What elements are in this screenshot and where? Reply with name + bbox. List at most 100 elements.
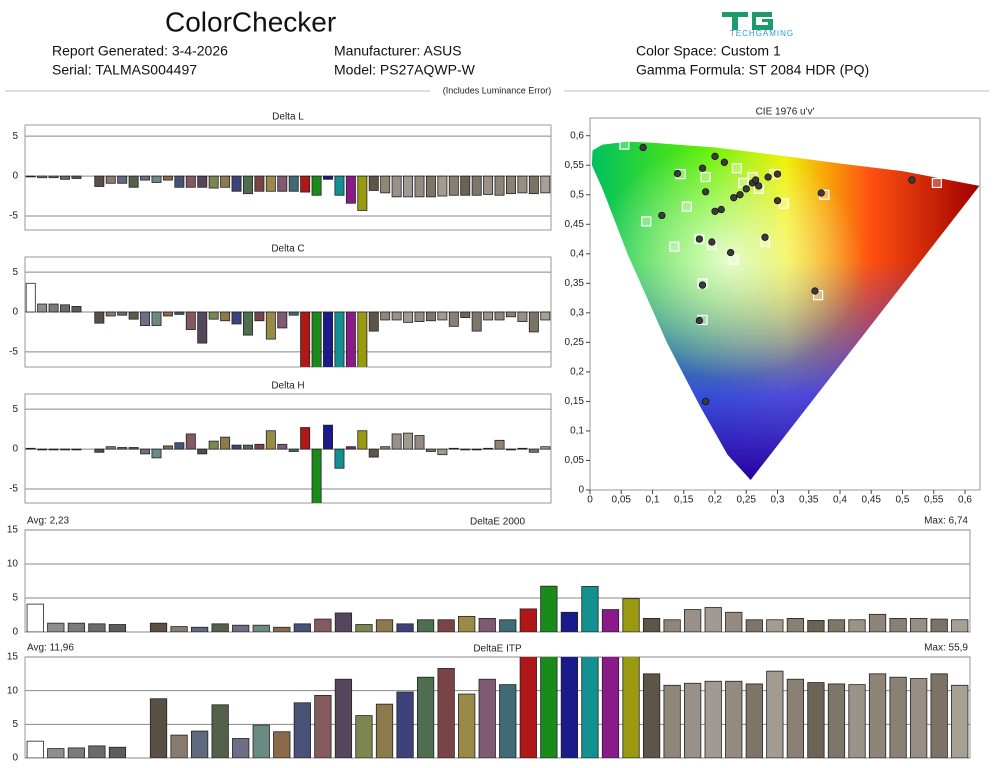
bar <box>185 433 196 450</box>
bar <box>252 724 270 758</box>
chart-title: Delta L <box>272 112 304 123</box>
bar <box>117 175 128 184</box>
x-tick-label: 0,5 <box>896 495 910 506</box>
bar <box>108 746 127 758</box>
bar <box>951 684 969 758</box>
bar <box>540 446 551 450</box>
logo: TECHGAMING <box>722 12 793 38</box>
bar <box>448 447 459 450</box>
bar <box>391 433 402 450</box>
bar <box>581 657 599 758</box>
bar <box>437 448 448 456</box>
bar <box>149 622 168 632</box>
bar <box>151 175 162 183</box>
bar <box>170 626 188 632</box>
annotation: Max: 6,74 <box>924 516 968 527</box>
bar <box>149 698 168 758</box>
measured-point <box>752 176 760 184</box>
bar <box>622 657 640 758</box>
bar <box>47 748 65 758</box>
gamut-white <box>591 141 980 480</box>
bar <box>494 439 505 450</box>
bar <box>519 657 537 758</box>
measured-point <box>773 197 782 205</box>
bar <box>437 175 448 197</box>
annotation: Max: 55,9 <box>924 643 968 654</box>
y-tick-label: 5 <box>12 719 18 730</box>
x-tick-label: 0,4 <box>833 495 847 506</box>
bar <box>231 444 242 450</box>
y-tick-label: 0 <box>12 444 18 455</box>
bar <box>94 175 105 187</box>
bar <box>288 448 299 452</box>
bar <box>458 693 476 758</box>
y-tick-label: 5 <box>12 267 18 278</box>
bar <box>254 311 265 322</box>
bar <box>930 618 948 632</box>
bar <box>151 448 162 459</box>
bar <box>460 448 471 451</box>
target-point <box>669 241 680 252</box>
bar <box>375 619 394 632</box>
bar <box>642 673 661 758</box>
bar <box>910 618 928 632</box>
bar <box>288 175 299 192</box>
bar <box>220 436 231 450</box>
bar <box>47 622 65 632</box>
bar <box>105 311 116 317</box>
bar <box>105 175 116 184</box>
annotation: Avg: 2,23 <box>27 516 70 527</box>
annotation: Avg: 11,96 <box>27 643 74 654</box>
bar <box>277 175 288 192</box>
y-tick-label: 0,1 <box>570 426 584 437</box>
bar <box>704 607 722 632</box>
bar <box>37 175 48 179</box>
measured-point <box>761 233 769 241</box>
bar <box>519 608 537 632</box>
bar <box>471 175 482 196</box>
report-title: ColorChecker <box>165 6 336 37</box>
bar <box>930 673 948 758</box>
bar <box>528 311 539 333</box>
bar <box>380 311 391 321</box>
bar <box>220 311 231 322</box>
bar <box>140 175 151 181</box>
bar <box>117 447 128 450</box>
x-tick-label: 0,1 <box>646 495 660 506</box>
bar <box>483 175 494 195</box>
x-tick-label: 0,6 <box>958 495 972 506</box>
bar <box>277 443 288 450</box>
note-bg <box>430 84 564 98</box>
y-tick-label: 0,15 <box>565 396 585 407</box>
bar <box>174 175 185 188</box>
bar <box>506 448 516 451</box>
y-tick-label: 0 <box>12 627 18 638</box>
bar <box>26 603 44 632</box>
bar <box>232 624 250 632</box>
y-tick-label: 5 <box>12 404 18 415</box>
bar <box>425 175 436 198</box>
bar <box>403 432 414 450</box>
measured-point <box>695 235 703 243</box>
bar <box>197 311 208 344</box>
bar <box>684 682 702 758</box>
bar <box>162 311 173 317</box>
plot-frame <box>24 529 971 633</box>
y-tick-label: 5 <box>12 131 18 142</box>
bar <box>868 673 887 758</box>
bar <box>140 311 151 326</box>
y-tick-label: 0,45 <box>565 219 585 230</box>
bar <box>368 175 379 191</box>
bar <box>528 175 539 195</box>
bar <box>396 623 414 632</box>
chart-title: CIE 1976 u'v' <box>756 107 815 118</box>
x-tick-label: 0,2 <box>708 495 722 506</box>
y-tick-label: 0,35 <box>565 278 585 289</box>
bar <box>334 678 353 758</box>
measured-point <box>698 164 707 172</box>
bar <box>334 175 345 196</box>
measured-point <box>764 173 772 181</box>
bar <box>140 448 151 455</box>
x-tick-label: 0,3 <box>771 495 785 506</box>
